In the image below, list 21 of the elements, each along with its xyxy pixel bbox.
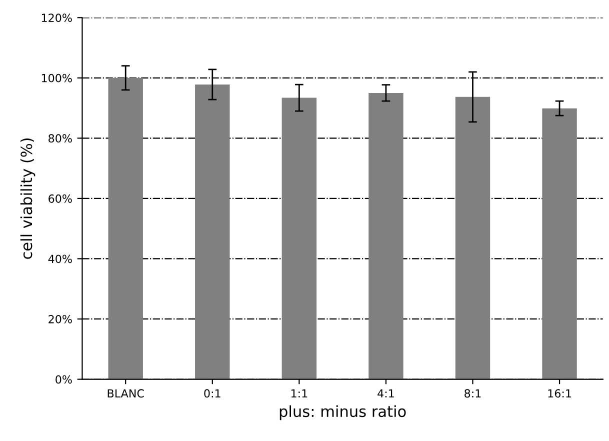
x-tick-label: BLANC [108, 389, 144, 398]
x-tick-label: 4:1 [378, 389, 394, 398]
x-tick-label: 16:1 [548, 389, 571, 398]
x-tick-label: 8:1 [464, 389, 481, 398]
y-tick-label: 20% [48, 314, 72, 324]
x-axis-title: plus: minus ratio [280, 405, 406, 420]
y-tick-label: 40% [48, 254, 72, 264]
bar [368, 92, 404, 380]
bar [195, 84, 230, 380]
bar [455, 96, 490, 380]
bar [282, 98, 317, 380]
x-tick-label: 1:1 [291, 389, 308, 398]
y-tick-label: 0% [56, 375, 72, 384]
y-tick-label: 80% [48, 134, 72, 143]
y-tick-label: 120% [42, 14, 72, 22]
x-tick-label: 0:1 [204, 389, 220, 398]
bar [542, 108, 577, 380]
y-tick-label: 100% [42, 74, 72, 82]
y-tick-label: 60% [48, 194, 72, 203]
bar [108, 78, 143, 380]
y-axis-title: cell viability (%) [20, 138, 36, 259]
